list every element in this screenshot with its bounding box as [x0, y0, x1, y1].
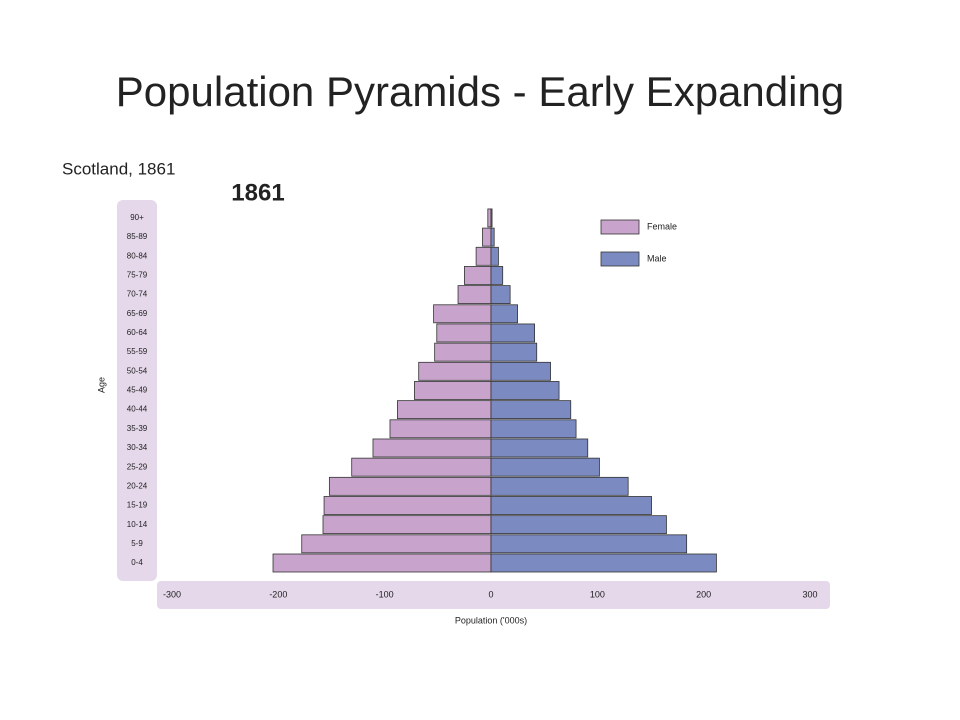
- bar: [490, 285, 511, 305]
- bar: [397, 400, 492, 420]
- age-label: 10-14: [127, 520, 148, 529]
- age-label: 60-64: [127, 328, 148, 337]
- bar: [490, 266, 504, 285]
- legend-label: Male: [647, 253, 667, 263]
- bar: [301, 534, 492, 554]
- bar: [490, 361, 551, 381]
- bar: [490, 457, 600, 477]
- bar: [482, 227, 492, 247]
- age-label: 50-54: [127, 366, 148, 375]
- bar: [389, 419, 492, 439]
- legend-label: Female: [647, 221, 677, 231]
- x-tick-label: -100: [376, 589, 394, 599]
- age-label: 65-69: [127, 309, 148, 318]
- bar: [490, 496, 652, 515]
- bar: [464, 266, 492, 285]
- bar: [490, 323, 535, 343]
- bar: [434, 342, 492, 362]
- bar: [490, 208, 493, 228]
- age-label: 25-29: [127, 462, 148, 471]
- bar: [490, 381, 560, 400]
- bar: [418, 361, 492, 381]
- legend-swatch: [600, 219, 640, 235]
- bar: [490, 553, 717, 573]
- bar: [490, 476, 629, 496]
- age-label: 35-39: [127, 424, 148, 433]
- y-axis-label: Age: [96, 377, 106, 393]
- x-tick-label: -300: [163, 589, 181, 599]
- bar: [490, 438, 589, 458]
- x-axis-label: Population ('000s): [455, 615, 527, 625]
- legend-swatch: [600, 251, 640, 267]
- x-tick-label: 100: [590, 589, 605, 599]
- bar: [433, 304, 492, 324]
- bar: [490, 304, 518, 324]
- x-tick-label: -200: [269, 589, 287, 599]
- age-strip: [117, 200, 157, 581]
- bar: [372, 438, 492, 458]
- x-tick-label: 300: [802, 589, 817, 599]
- age-label: 70-74: [127, 290, 148, 299]
- bar: [490, 534, 688, 554]
- slide-title: Population Pyramids - Early Expanding: [116, 68, 844, 115]
- bar: [457, 285, 492, 305]
- age-label: 80-84: [127, 251, 148, 260]
- bar: [490, 342, 538, 362]
- chart-title: 1861: [231, 179, 284, 206]
- bar: [490, 419, 577, 439]
- bar: [475, 246, 492, 266]
- bar: [490, 515, 667, 535]
- bar: [436, 323, 492, 343]
- age-label: 0-4: [131, 558, 143, 567]
- age-label: 85-89: [127, 232, 148, 241]
- bar: [414, 381, 492, 400]
- bar: [322, 515, 492, 535]
- age-label: 45-49: [127, 386, 148, 395]
- subtitle: Scotland, 1861: [62, 159, 175, 178]
- age-label: 75-79: [127, 271, 148, 280]
- age-label: 40-44: [127, 405, 148, 414]
- age-label: 90+: [130, 213, 144, 222]
- x-tick-label: 200: [696, 589, 711, 599]
- bar: [487, 208, 492, 228]
- x-tick-label: 0: [488, 589, 493, 599]
- age-label: 30-34: [127, 443, 148, 452]
- bar: [323, 496, 492, 515]
- bar: [490, 227, 495, 247]
- bar: [272, 553, 492, 573]
- bar: [490, 246, 499, 266]
- age-label: 55-59: [127, 347, 148, 356]
- age-label: 15-19: [127, 501, 148, 510]
- x-axis-strip: [157, 581, 830, 609]
- age-label: 20-24: [127, 481, 148, 490]
- bar: [328, 476, 492, 496]
- age-label: 5-9: [131, 539, 143, 548]
- bar: [351, 457, 492, 477]
- bar: [490, 400, 572, 420]
